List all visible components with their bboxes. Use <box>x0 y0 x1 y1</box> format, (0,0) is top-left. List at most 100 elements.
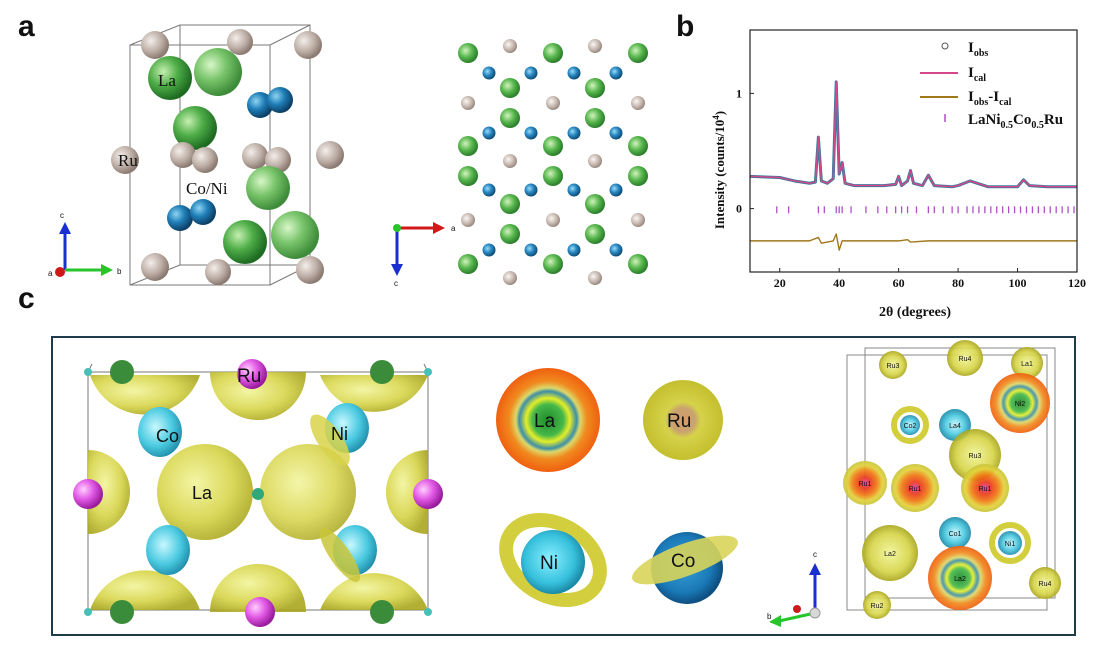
la-atom <box>628 43 648 63</box>
chart-legend: Iobs Ical Iobs-Ical LaNi0.5Co0.5Ru <box>920 40 1063 131</box>
panel-label-a: a <box>18 10 35 43</box>
isosurface <box>989 522 1031 564</box>
la-atom <box>458 43 478 63</box>
ru-atom <box>546 96 560 110</box>
ni-isosurface <box>521 530 585 594</box>
ru-label: Ru <box>118 151 138 170</box>
co-atom <box>609 183 623 197</box>
ru-atom <box>192 147 218 173</box>
atom-site-label: Ru1 <box>859 481 872 488</box>
atom-site-label: Ru1 <box>909 486 922 493</box>
atom-site-label: La1 <box>1021 361 1033 368</box>
la-atom <box>223 220 267 264</box>
svg-text:LaNi0.5Co0.5Ru: LaNi0.5Co0.5Ru <box>968 112 1063 131</box>
co-atom <box>190 199 216 225</box>
la-atom <box>543 136 563 156</box>
co-atom <box>609 243 623 257</box>
y-tick-label: 0 <box>736 202 742 216</box>
crystal-projection: a c <box>391 39 648 288</box>
ru-atom <box>631 96 645 110</box>
svg-text:a: a <box>451 224 456 233</box>
isosurface <box>891 406 929 444</box>
atom-site-label: Ni2 <box>1015 401 1026 408</box>
y-axis-label: Intensity (counts/104) <box>711 111 727 229</box>
svg-text:c: c <box>813 550 817 559</box>
isosurface <box>1011 347 1043 379</box>
la-atom <box>585 108 605 128</box>
co-atom <box>567 126 581 140</box>
svg-text:b: b <box>767 612 772 621</box>
xrd-refinement-chart: 20 40 60 80 100 120 0 1 Iobs Ical Iobs-Ical LaN… <box>711 29 1086 320</box>
panel-c-frame <box>51 336 1076 636</box>
ru-atom <box>316 141 344 169</box>
svg-text:Co: Co <box>671 551 695 572</box>
la-label: La <box>158 71 176 90</box>
svg-text:b: b <box>117 267 122 276</box>
ru-atom <box>205 259 231 285</box>
ru-atom <box>237 359 267 389</box>
co-atom <box>524 183 538 197</box>
la-atom <box>173 106 217 150</box>
panel-label-c: c <box>18 282 35 315</box>
ru-atom <box>503 154 517 168</box>
ru-atom <box>296 256 324 284</box>
la-atom <box>500 224 520 244</box>
charge-density-middle: La Ru Ni Co <box>496 368 738 607</box>
svg-text:Ni: Ni <box>540 553 558 574</box>
co-atom <box>167 205 193 231</box>
isosurface <box>961 464 1009 512</box>
isosurface <box>939 517 971 549</box>
svg-text:a: a <box>48 269 53 278</box>
x-tick-label: 20 <box>774 276 786 290</box>
la-atom <box>543 43 563 63</box>
la-atom <box>585 194 605 214</box>
co-atom <box>482 183 496 197</box>
plot-frame <box>749 29 1078 273</box>
la-atom <box>543 166 563 186</box>
isosurface <box>990 373 1050 433</box>
la-atom <box>628 254 648 274</box>
atom-site-label: Ru4 <box>1039 581 1052 588</box>
co-atom <box>482 126 496 140</box>
co-atom <box>267 87 293 113</box>
axis-triad-c: c b <box>767 550 821 627</box>
la-atom <box>628 136 648 156</box>
isosurface <box>863 591 891 619</box>
ru-atom <box>141 253 169 281</box>
la-atom <box>246 166 290 210</box>
ru-label: Ru <box>237 366 261 387</box>
ru-atom <box>631 213 645 227</box>
axis-triad-right: a c <box>391 222 456 288</box>
ni-label: Ni <box>331 424 348 444</box>
la-atom <box>585 78 605 98</box>
la-atom <box>500 194 520 214</box>
isosurface <box>1029 567 1061 599</box>
x-tick-label: 120 <box>1068 276 1086 290</box>
x-tick-label: 60 <box>893 276 905 290</box>
ru-atom <box>588 39 602 53</box>
la-atom <box>500 78 520 98</box>
atom-site-label: La4 <box>949 423 961 430</box>
ru-atom <box>245 597 275 627</box>
atom-site-label: La2 <box>884 551 896 558</box>
co-atom <box>247 92 273 118</box>
la-atom <box>543 254 563 274</box>
co-atom <box>524 243 538 257</box>
series-iobs <box>749 80 1077 189</box>
la-atom <box>458 166 478 186</box>
la-atom <box>628 166 648 186</box>
svg-text:La: La <box>534 411 556 432</box>
svg-text:Ru: Ru <box>667 411 691 432</box>
co-atom <box>524 126 538 140</box>
ru-atom <box>141 31 169 59</box>
svg-text:Iobs: Iobs <box>968 40 988 59</box>
la-atom <box>148 56 192 100</box>
ru-atom <box>170 142 196 168</box>
crystal-structure-3d: La Ru Co/Ni c a b <box>48 24 344 286</box>
atom-site-label: Ru2 <box>871 603 884 610</box>
ru-atom <box>461 213 475 227</box>
ru-atom <box>413 479 443 509</box>
isosurface <box>928 546 992 610</box>
coni-label: Co/Ni <box>186 179 228 198</box>
isosurface <box>862 525 918 581</box>
